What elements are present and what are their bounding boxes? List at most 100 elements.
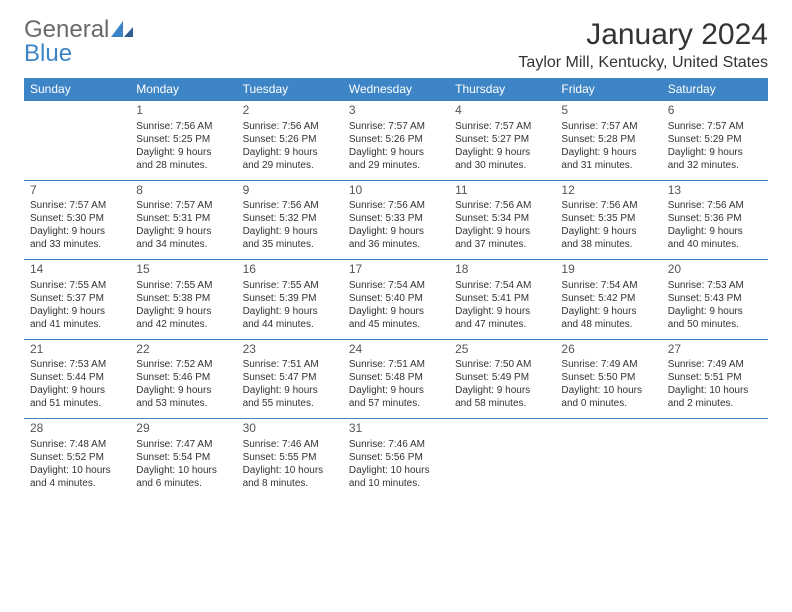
sunset-text: Sunset: 5:42 PM <box>561 292 655 305</box>
daylight-text: and 50 minutes. <box>668 318 762 331</box>
daylight-text: and 0 minutes. <box>561 397 655 410</box>
day-number: 5 <box>561 103 655 119</box>
day-cell: 13Sunrise: 7:56 AMSunset: 5:36 PMDayligh… <box>662 180 768 260</box>
sunrise-text: Sunrise: 7:49 AM <box>561 358 655 371</box>
day-number: 29 <box>136 421 230 437</box>
sunrise-text: Sunrise: 7:56 AM <box>561 199 655 212</box>
sunset-text: Sunset: 5:34 PM <box>455 212 549 225</box>
sunset-text: Sunset: 5:55 PM <box>243 451 337 464</box>
daylight-text: Daylight: 9 hours <box>243 225 337 238</box>
daylight-text: and 55 minutes. <box>243 397 337 410</box>
day-number: 18 <box>455 262 549 278</box>
daylight-text: and 57 minutes. <box>349 397 443 410</box>
sunrise-text: Sunrise: 7:47 AM <box>136 438 230 451</box>
calendar-table: SundayMondayTuesdayWednesdayThursdayFrid… <box>24 78 768 498</box>
daylight-text: and 53 minutes. <box>136 397 230 410</box>
day-number: 4 <box>455 103 549 119</box>
daylight-text: Daylight: 9 hours <box>30 384 124 397</box>
day-cell: 9Sunrise: 7:56 AMSunset: 5:32 PMDaylight… <box>237 180 343 260</box>
day-cell: 30Sunrise: 7:46 AMSunset: 5:55 PMDayligh… <box>237 419 343 498</box>
sunset-text: Sunset: 5:25 PM <box>136 133 230 146</box>
day-cell <box>449 419 555 498</box>
day-header-row: SundayMondayTuesdayWednesdayThursdayFrid… <box>24 78 768 101</box>
logo: General Blue <box>24 18 133 66</box>
daylight-text: and 4 minutes. <box>30 477 124 490</box>
sunrise-text: Sunrise: 7:56 AM <box>243 120 337 133</box>
sunrise-text: Sunrise: 7:54 AM <box>455 279 549 292</box>
daylight-text: Daylight: 9 hours <box>243 384 337 397</box>
daylight-text: Daylight: 9 hours <box>561 305 655 318</box>
week-row: 1 Sunrise: 7:56 AM Sunset: 5:25 PM Daylight… <box>24 101 768 181</box>
day-number: 9 <box>243 183 337 199</box>
daylight-text: and 58 minutes. <box>455 397 549 410</box>
sail-icon <box>111 18 133 42</box>
day-number: 28 <box>30 421 124 437</box>
day-cell: 16Sunrise: 7:55 AMSunset: 5:39 PMDayligh… <box>237 260 343 340</box>
daylight-text: and 37 minutes. <box>455 238 549 251</box>
day-number: 24 <box>349 342 443 358</box>
day-number: 27 <box>668 342 762 358</box>
day-cell: 22Sunrise: 7:52 AMSunset: 5:46 PMDayligh… <box>130 339 236 419</box>
daylight-text: Daylight: 9 hours <box>455 146 549 159</box>
day-cell: 8Sunrise: 7:57 AMSunset: 5:31 PMDaylight… <box>130 180 236 260</box>
sunset-text: Sunset: 5:56 PM <box>349 451 443 464</box>
daylight-text: and 40 minutes. <box>668 238 762 251</box>
daylight-text: Daylight: 9 hours <box>30 305 124 318</box>
day-cell: 3Sunrise: 7:57 AMSunset: 5:26 PMDaylight… <box>343 101 449 181</box>
sunset-text: Sunset: 5:51 PM <box>668 371 762 384</box>
sunset-text: Sunset: 5:43 PM <box>668 292 762 305</box>
sunrise-text: Sunrise: 7:49 AM <box>668 358 762 371</box>
daylight-text: and 10 minutes. <box>349 477 443 490</box>
day-cell: 7Sunrise: 7:57 AMSunset: 5:30 PMDaylight… <box>24 180 130 260</box>
day-header: Saturday <box>662 78 768 101</box>
day-cell: 31Sunrise: 7:46 AMSunset: 5:56 PMDayligh… <box>343 419 449 498</box>
day-number: 31 <box>349 421 443 437</box>
calendar-body: 1 Sunrise: 7:56 AM Sunset: 5:25 PM Daylight… <box>24 101 768 498</box>
day-number: 23 <box>243 342 337 358</box>
sunset-text: Sunset: 5:48 PM <box>349 371 443 384</box>
daylight-text: Daylight: 10 hours <box>668 384 762 397</box>
sunrise-text: Sunrise: 7:52 AM <box>136 358 230 371</box>
daylight-text: and 45 minutes. <box>349 318 443 331</box>
day-number: 16 <box>243 262 337 278</box>
sunrise-text: Sunrise: 7:46 AM <box>349 438 443 451</box>
sunset-text: Sunset: 5:30 PM <box>30 212 124 225</box>
day-cell: 29Sunrise: 7:47 AMSunset: 5:54 PMDayligh… <box>130 419 236 498</box>
daylight-text: and 34 minutes. <box>136 238 230 251</box>
day-number: 11 <box>455 183 549 199</box>
day-number: 2 <box>243 103 337 119</box>
day-cell <box>555 419 661 498</box>
day-cell: 25Sunrise: 7:50 AMSunset: 5:49 PMDayligh… <box>449 339 555 419</box>
day-number: 6 <box>668 103 762 119</box>
sunset-text: Sunset: 5:31 PM <box>136 212 230 225</box>
sunrise-text: Sunrise: 7:57 AM <box>30 199 124 212</box>
daylight-text: and 41 minutes. <box>30 318 124 331</box>
day-cell: 23Sunrise: 7:51 AMSunset: 5:47 PMDayligh… <box>237 339 343 419</box>
sunrise-text: Sunrise: 7:57 AM <box>668 120 762 133</box>
sunset-text: Sunset: 5:28 PM <box>561 133 655 146</box>
sunset-text: Sunset: 5:41 PM <box>455 292 549 305</box>
daylight-text: and 6 minutes. <box>136 477 230 490</box>
day-number: 1 <box>136 103 230 119</box>
daylight-text: and 47 minutes. <box>455 318 549 331</box>
daylight-text: Daylight: 9 hours <box>455 305 549 318</box>
daylight-text: and 51 minutes. <box>30 397 124 410</box>
daylight-text: Daylight: 9 hours <box>455 384 549 397</box>
sunset-text: Sunset: 5:47 PM <box>243 371 337 384</box>
daylight-text: and 33 minutes. <box>30 238 124 251</box>
day-cell: 21Sunrise: 7:53 AMSunset: 5:44 PMDayligh… <box>24 339 130 419</box>
daylight-text: Daylight: 9 hours <box>136 305 230 318</box>
day-cell <box>662 419 768 498</box>
week-row: 7Sunrise: 7:57 AMSunset: 5:30 PMDaylight… <box>24 180 768 260</box>
sunrise-text: Sunrise: 7:55 AM <box>243 279 337 292</box>
daylight-text: and 28 minutes. <box>136 159 230 172</box>
daylight-text: Daylight: 9 hours <box>349 384 443 397</box>
day-number: 19 <box>561 262 655 278</box>
sunrise-text: Sunrise: 7:53 AM <box>30 358 124 371</box>
daylight-text: Daylight: 10 hours <box>561 384 655 397</box>
day-header: Friday <box>555 78 661 101</box>
daylight-text: and 29 minutes. <box>349 159 443 172</box>
sunset-text: Sunset: 5:44 PM <box>30 371 124 384</box>
daylight-text: Daylight: 10 hours <box>136 464 230 477</box>
daylight-text: and 29 minutes. <box>243 159 337 172</box>
